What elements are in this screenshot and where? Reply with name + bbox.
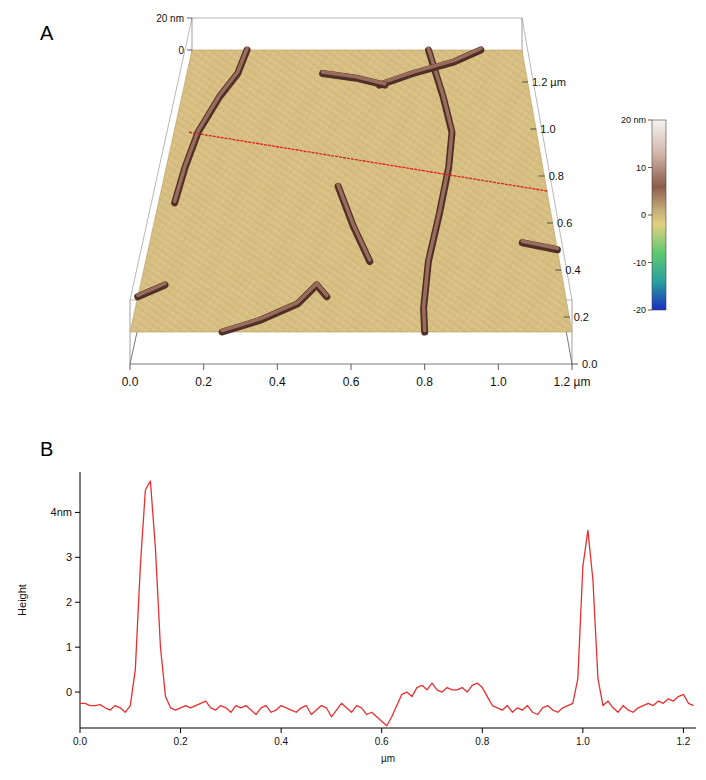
x-tick bbox=[281, 728, 282, 733]
y-tick-label: 0.2 bbox=[574, 311, 589, 323]
fiber bbox=[222, 284, 327, 331]
colorbar bbox=[652, 120, 666, 310]
y-tick-label: 1.2 µm bbox=[532, 76, 566, 88]
colorbar-tick-label: 20 nm bbox=[621, 115, 646, 125]
colorbar-tick-label: -10 bbox=[633, 258, 646, 268]
y-tick-label: 3 bbox=[66, 551, 72, 563]
y-tick-label: 0.0 bbox=[582, 358, 597, 370]
colorbar-tick-label: 0 bbox=[641, 210, 646, 220]
x-tick-label: 1.2 µm bbox=[554, 375, 591, 389]
x-tick-label: 0.6 bbox=[375, 736, 389, 747]
x-tick bbox=[351, 364, 352, 370]
panel-label: B bbox=[40, 438, 53, 460]
x-tick bbox=[482, 728, 483, 733]
x-tick bbox=[80, 728, 81, 733]
x-tick-label: 1.0 bbox=[576, 736, 590, 747]
x-tick bbox=[424, 364, 425, 370]
x-tick bbox=[180, 728, 181, 733]
x-tick bbox=[381, 728, 382, 733]
y-tick-label: 4nm bbox=[51, 506, 72, 518]
x-tick-label: 0.0 bbox=[122, 375, 139, 389]
y-tick bbox=[75, 512, 80, 513]
x-tick-label: 0.0 bbox=[73, 736, 87, 747]
bounding-box bbox=[130, 18, 572, 364]
y-tick bbox=[75, 557, 80, 558]
x-tick bbox=[277, 364, 278, 370]
y-tick bbox=[539, 176, 545, 177]
profile-line bbox=[189, 132, 547, 191]
x-tick-label: 0.8 bbox=[416, 375, 433, 389]
x-tick bbox=[498, 364, 499, 370]
y-tick bbox=[547, 223, 553, 224]
y-tick bbox=[75, 692, 80, 693]
colorbar-tick bbox=[648, 120, 652, 121]
x-tick-label: 0.2 bbox=[195, 375, 212, 389]
x-tick bbox=[683, 728, 684, 733]
y-tick-label: 0.4 bbox=[565, 264, 580, 276]
fiber bbox=[323, 72, 385, 84]
fiber bbox=[138, 284, 165, 296]
z-tick-label: 20 nm bbox=[156, 13, 184, 24]
y-tick bbox=[522, 82, 528, 83]
panel-label: A bbox=[40, 22, 54, 44]
afm-surface bbox=[130, 50, 572, 332]
fiber-shadow bbox=[424, 50, 452, 332]
y-axis bbox=[80, 472, 81, 728]
x-tick-label: 1.2 bbox=[676, 736, 690, 747]
y-tick bbox=[555, 270, 561, 271]
fiber bbox=[522, 241, 557, 248]
plot-area bbox=[80, 481, 693, 726]
fiber bbox=[338, 185, 370, 260]
colorbar-tick-label: -20 bbox=[633, 305, 646, 315]
z-tick bbox=[187, 18, 192, 19]
x-tick-label: 0.6 bbox=[343, 375, 360, 389]
y-axis-title: Height bbox=[16, 584, 28, 616]
fiber bbox=[424, 49, 452, 331]
colorbar-tick bbox=[648, 310, 652, 311]
height-profile bbox=[80, 481, 693, 726]
z-tick-label: 0 bbox=[178, 45, 184, 56]
y-tick-label: 2 bbox=[66, 596, 72, 608]
fibers bbox=[138, 49, 558, 333]
y-tick bbox=[572, 364, 578, 365]
figure: A 0.0 0.2 0.4 0.6 0.8 1.0 1.2 µm 0.0 0.2 0.4 0.6 0.8… bbox=[0, 0, 706, 780]
y-tick bbox=[530, 129, 536, 130]
x-tick-label: 0.4 bbox=[269, 375, 286, 389]
x-tick bbox=[572, 364, 573, 370]
y-tick bbox=[564, 317, 570, 318]
y-tick-label: 1.0 bbox=[540, 123, 555, 135]
y-tick-label: 0 bbox=[66, 686, 72, 698]
colorbar-tick bbox=[648, 262, 652, 263]
y-tick bbox=[75, 602, 80, 603]
x-tick bbox=[130, 364, 131, 370]
fiber bbox=[175, 49, 247, 202]
x-tick bbox=[582, 728, 583, 733]
y-tick-label: 0.8 bbox=[549, 170, 564, 182]
x-tick bbox=[203, 364, 204, 370]
y-tick-label: 1 bbox=[66, 641, 72, 653]
x-tick-label: 0.2 bbox=[174, 736, 188, 747]
colorbar-tick bbox=[648, 215, 652, 216]
colorbar-tick bbox=[648, 167, 652, 168]
z-tick bbox=[187, 50, 192, 51]
x-tick-label: 1.0 bbox=[490, 375, 507, 389]
x-axis bbox=[80, 728, 696, 729]
colorbar-tick-label: 10 bbox=[636, 163, 646, 173]
fiber bbox=[379, 49, 481, 84]
x-axis-title: µm bbox=[381, 753, 395, 764]
x-tick-label: 0.4 bbox=[274, 736, 288, 747]
y-tick-label: 0.6 bbox=[557, 217, 572, 229]
x-tick-label: 0.8 bbox=[475, 736, 489, 747]
y-tick bbox=[75, 647, 80, 648]
